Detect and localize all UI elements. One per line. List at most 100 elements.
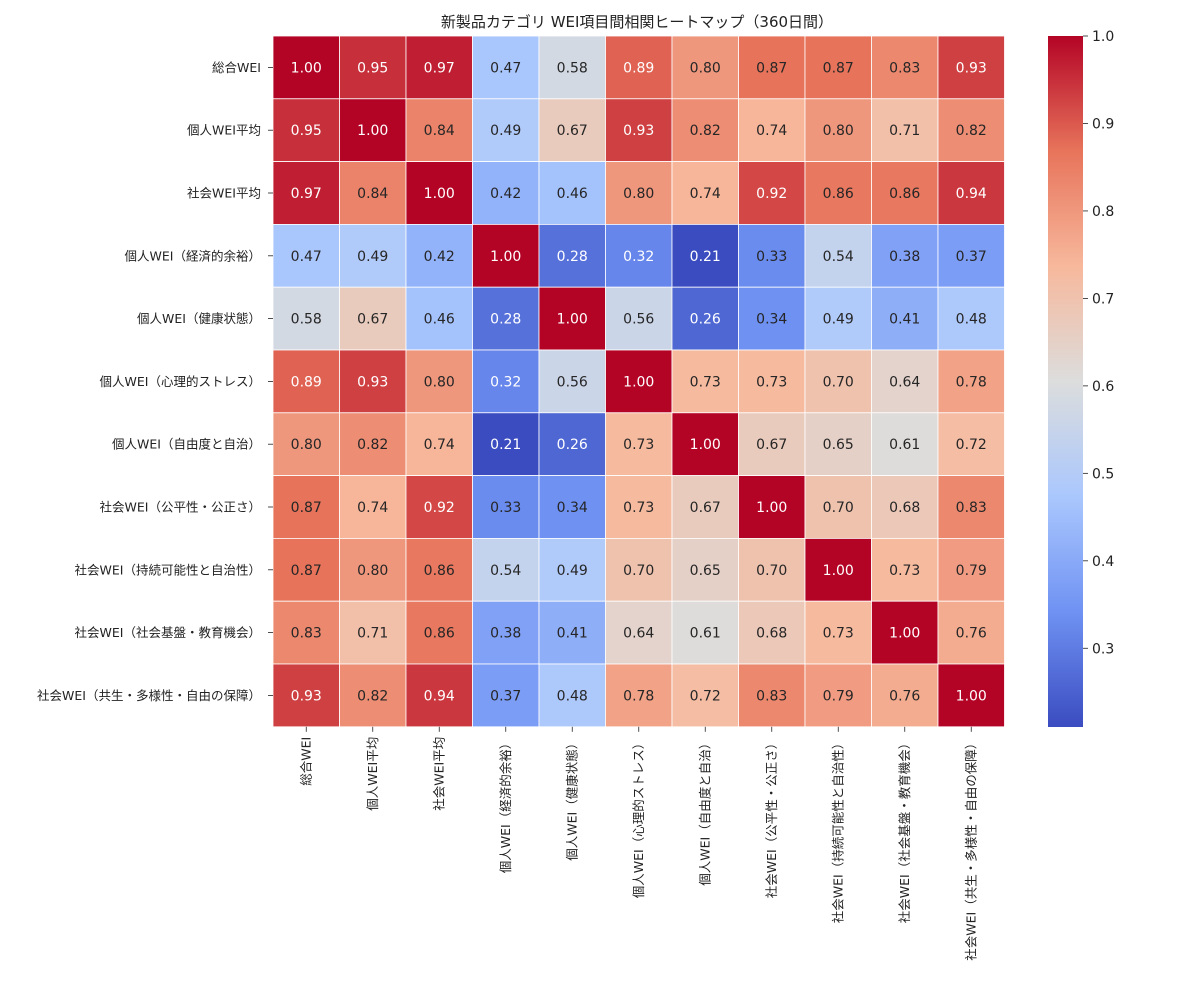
- y-tick-label: 総合WEI: [212, 60, 261, 75]
- heatmap-cell: [405, 663, 473, 728]
- heatmap-cell: [804, 286, 872, 351]
- cell-value-label: 0.73: [690, 374, 721, 390]
- y-tick-label: 個人WEI（経済的余裕）: [125, 248, 261, 263]
- heatmap-cell: [405, 35, 473, 100]
- heatmap-cell: [605, 35, 673, 100]
- x-tick-label: 個人WEI（経済的余裕）: [498, 737, 513, 873]
- y-tick-label: 個人WEI（自由度と自治）: [112, 437, 261, 452]
- heatmap-cell: [405, 98, 473, 163]
- heatmap-cell: [405, 286, 473, 351]
- cell-value-label: 0.49: [490, 123, 521, 139]
- cell-value-label: 0.80: [690, 60, 721, 76]
- cell-value-label: 0.86: [889, 186, 920, 202]
- cell-value-label: 0.83: [956, 500, 987, 516]
- heatmap-cell: [339, 286, 407, 351]
- cell-value-label: 0.64: [889, 374, 920, 390]
- cell-value-label: 1.00: [756, 500, 787, 516]
- x-tick-label: 社会WEI（共生・多様性・自由の保障）: [964, 737, 979, 961]
- cell-value-label: 0.34: [557, 500, 588, 516]
- cell-value-label: 0.21: [490, 437, 521, 453]
- heatmap-cell: [937, 349, 1005, 414]
- heatmap-cell: [738, 98, 806, 163]
- x-tick-label: 社会WEI（公平性・公正さ）: [764, 737, 779, 898]
- cell-value-label: 0.87: [291, 500, 322, 516]
- cell-value-label: 0.65: [823, 437, 854, 453]
- cell-value-label: 0.26: [690, 312, 721, 328]
- x-tick-label: 個人WEI（心理的ストレス）: [631, 737, 646, 898]
- cell-value-label: 0.74: [690, 186, 721, 202]
- cell-value-label: 0.89: [291, 374, 322, 390]
- cell-value-label: 0.76: [956, 626, 987, 642]
- cell-value-label: 0.94: [424, 688, 455, 704]
- heatmap-cell: [538, 98, 606, 163]
- colorbar-tick-label: 0.5: [1092, 466, 1114, 482]
- colorbar-tick-label: 1.0: [1092, 29, 1114, 45]
- heatmap-cell: [804, 663, 872, 728]
- chart-title: 新製品カテゴリ WEI項目間相関ヒートマップ（360日間）: [441, 13, 833, 31]
- x-tick-label: 社会WEI平均: [432, 737, 447, 811]
- heatmap-cell: [937, 663, 1005, 728]
- colorbar-gradient: [1048, 36, 1083, 727]
- heatmap-cell: [339, 412, 407, 476]
- x-tick-label: 社会WEI（持続可能性と自治性）: [831, 737, 846, 923]
- cell-value-label: 0.32: [490, 374, 521, 390]
- cell-value-label: 0.26: [557, 437, 588, 453]
- heatmap-cell: [472, 475, 540, 539]
- colorbar-tick-label: 0.7: [1092, 291, 1114, 307]
- heatmap-cell: [937, 223, 1005, 288]
- y-tick-label: 社会WEI（社会基盤・教育機会）: [75, 625, 261, 640]
- cell-value-label: 1.00: [557, 312, 588, 328]
- cell-value-label: 0.86: [424, 563, 455, 579]
- heatmap-cell: [472, 349, 540, 414]
- cell-value-label: 0.80: [291, 437, 322, 453]
- colorbar-tick-label: 0.4: [1092, 554, 1114, 570]
- cell-value-label: 0.49: [357, 249, 388, 265]
- heatmap-cell: [538, 223, 606, 288]
- heatmap-cell: [605, 349, 673, 414]
- cell-value-label: 0.95: [291, 123, 322, 139]
- x-tick-label: 総合WEI: [299, 737, 314, 786]
- heatmap-cell: [671, 286, 739, 351]
- cell-value-label: 0.33: [490, 500, 521, 516]
- cell-value-label: 0.61: [690, 626, 721, 642]
- heatmap-cell: [538, 35, 606, 100]
- heatmap-cell: [272, 412, 340, 476]
- heatmap-cell: [538, 600, 606, 665]
- heatmap-cell: [871, 35, 939, 100]
- heatmap-cell: [738, 538, 806, 602]
- heatmap-cell: [605, 98, 673, 163]
- cell-value-label: 0.87: [291, 563, 322, 579]
- cell-value-label: 0.42: [424, 249, 455, 265]
- cell-value-label: 0.54: [490, 563, 521, 579]
- heatmap-cell: [871, 98, 939, 163]
- y-tick-label: 社会WEI平均: [187, 186, 261, 201]
- heatmap-cell: [272, 349, 340, 414]
- cell-value-label: 0.74: [424, 437, 455, 453]
- heatmap-cell: [605, 286, 673, 351]
- heatmap-cell: [671, 475, 739, 539]
- cell-value-label: 0.65: [690, 563, 721, 579]
- cell-value-label: 0.41: [557, 626, 588, 642]
- cell-value-label: 0.87: [756, 60, 787, 76]
- cell-value-label: 0.67: [557, 123, 588, 139]
- cell-value-label: 0.32: [623, 249, 654, 265]
- heatmap-cell: [937, 98, 1005, 163]
- cell-value-label: 0.56: [623, 312, 654, 328]
- heatmap-cell: [538, 161, 606, 225]
- cell-value-label: 0.82: [357, 688, 388, 704]
- y-tick-label: 個人WEI（心理的ストレス）: [100, 374, 261, 389]
- cell-value-label: 0.84: [424, 123, 455, 139]
- cell-value-label: 0.79: [956, 563, 987, 579]
- heatmap-cell: [272, 161, 340, 225]
- cell-value-label: 0.80: [424, 374, 455, 390]
- cell-value-label: 0.28: [557, 249, 588, 265]
- cell-value-label: 0.73: [823, 626, 854, 642]
- heatmap-cell: [605, 412, 673, 476]
- cell-value-label: 0.64: [623, 626, 654, 642]
- heatmap-cell: [272, 663, 340, 728]
- colorbar-tick-label: 0.3: [1092, 641, 1114, 657]
- cell-value-label: 0.70: [823, 374, 854, 390]
- cell-value-label: 0.68: [889, 500, 920, 516]
- cell-value-label: 0.67: [357, 312, 388, 328]
